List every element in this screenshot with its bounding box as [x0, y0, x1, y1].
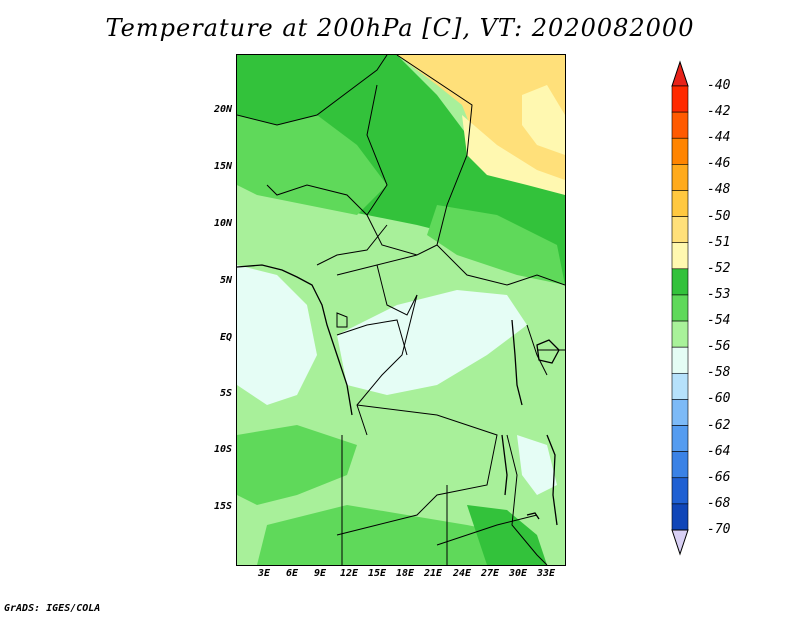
region-minus52-south — [467, 505, 547, 565]
colorbar-box — [671, 242, 689, 270]
colorbar-box — [671, 85, 689, 113]
x-axis-label-3e: 3E — [257, 568, 271, 579]
y-axis-label-5s: 5S — [219, 388, 232, 399]
y-axis-label-10n: 10N — [213, 218, 232, 229]
region-minus53-south — [257, 505, 537, 565]
colorbar-box — [671, 190, 689, 217]
x-axis-label-33e: 33E — [536, 568, 556, 579]
colorbar-label: -56 — [707, 339, 731, 355]
region-minus51-patch — [522, 85, 565, 155]
colorbar-label: -58 — [707, 365, 731, 381]
region-minus51-northeast — [462, 115, 565, 195]
y-axis-label-15s: 15S — [213, 501, 232, 512]
colorbar-label: -42 — [707, 104, 731, 120]
x-axis-label-9e: 9E — [313, 568, 327, 579]
colorbar-label: -62 — [707, 417, 731, 433]
colorbar-box — [671, 137, 689, 165]
colorbar-label: -52 — [707, 260, 731, 276]
colorbar-top-arrow — [671, 60, 689, 87]
x-axis-label-21e: 21E — [423, 568, 443, 579]
region-minus54-southeast — [517, 435, 557, 495]
x-axis-label-30e: 30E — [508, 568, 528, 579]
colorbar-box — [671, 477, 689, 505]
x-axis-label-24e: 24E — [452, 568, 472, 579]
colorbar-box — [671, 111, 689, 139]
colorbar-label: -70 — [707, 522, 731, 537]
colorbar-box — [671, 425, 689, 452]
colorbar-label: -48 — [707, 182, 731, 198]
colorbar-box — [671, 503, 689, 531]
colorbar-bottom-arrow — [671, 529, 689, 556]
colorbar-box — [671, 372, 689, 400]
colorbar-box — [671, 451, 689, 479]
x-axis-label-15e: 15E — [367, 568, 387, 579]
colorbar-label: -60 — [707, 391, 731, 407]
region-minus53-southwest — [237, 425, 357, 505]
y-axis-label-eq: EQ — [219, 332, 232, 343]
footer-credit: GrADS: IGES/COLA — [4, 603, 101, 614]
colorbar-box — [671, 216, 689, 244]
region-minus54-west — [237, 265, 317, 405]
colorbar-label: -68 — [707, 495, 731, 511]
region-minus54-center — [337, 290, 527, 395]
colorbar-box — [671, 320, 689, 348]
colorbar-label: -64 — [707, 443, 731, 459]
colorbar-label: -51 — [707, 234, 731, 250]
colorbar-box — [671, 294, 689, 322]
colorbar-label: -66 — [707, 469, 731, 485]
x-axis-label-12e: 12E — [339, 568, 359, 579]
y-axis-label-15n: 15N — [213, 161, 232, 172]
colorbar-label: -46 — [707, 156, 731, 172]
colorbar-label: -53 — [707, 286, 731, 302]
colorbar-label: -50 — [707, 208, 731, 224]
colorbar-box — [671, 164, 689, 191]
region-minus50-northeast — [397, 55, 565, 180]
temperature-map — [236, 54, 566, 566]
colorbar-box — [671, 268, 689, 296]
colorbar-label: -44 — [707, 130, 731, 146]
region-minus53-east — [427, 205, 565, 285]
x-axis-label-27e: 27E — [480, 568, 500, 579]
x-axis-label-6e: 6E — [285, 568, 299, 579]
x-axis-label-18e: 18E — [395, 568, 415, 579]
colorbar — [671, 60, 689, 556]
region-minus53-north — [237, 115, 387, 215]
colorbar-label: -40 — [707, 78, 731, 93]
colorbar-box — [671, 346, 689, 374]
colorbar-label: -54 — [707, 313, 731, 329]
y-axis-label-20n: 20N — [213, 104, 232, 115]
y-axis-label-5n: 5N — [219, 275, 232, 286]
y-axis-label-10s: 10S — [213, 444, 232, 455]
map-title: Temperature at 200hPa [C], VT: 202008200… — [105, 14, 695, 42]
colorbar-box — [671, 399, 689, 426]
